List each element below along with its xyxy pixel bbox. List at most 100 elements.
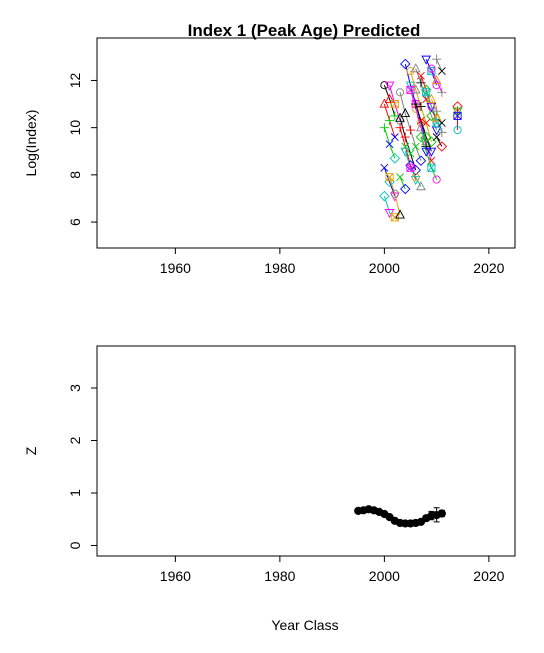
data-point bbox=[390, 100, 399, 109]
series-marks bbox=[379, 54, 463, 222]
series-path bbox=[420, 136, 438, 180]
data-point bbox=[400, 183, 411, 195]
data-point bbox=[452, 101, 463, 112]
series-line bbox=[432, 54, 446, 75]
plot-frame bbox=[96, 37, 516, 249]
data-point bbox=[400, 107, 411, 118]
data-point bbox=[385, 173, 394, 182]
y-axis-label: Log(Index) bbox=[23, 110, 39, 177]
data-point bbox=[436, 141, 448, 152]
data-point bbox=[426, 136, 437, 148]
data-point bbox=[416, 78, 426, 88]
data-point bbox=[427, 163, 436, 172]
data-point bbox=[432, 54, 442, 64]
data-point bbox=[379, 123, 389, 133]
z-panel: Z Year Class 1960 1980 2000 2020 0 1 2 3 bbox=[23, 345, 516, 633]
series-path bbox=[436, 59, 443, 72]
data-point bbox=[410, 164, 421, 176]
x-axis: 1960 1980 2000 2020 bbox=[160, 248, 505, 276]
data-point bbox=[437, 87, 447, 97]
data-point bbox=[406, 85, 415, 94]
series-line bbox=[384, 81, 405, 125]
data-point bbox=[380, 163, 389, 172]
x-tick-label: 1980 bbox=[264, 568, 295, 584]
data-point bbox=[384, 93, 395, 103]
data-point bbox=[417, 116, 425, 125]
y-tick-label: 2 bbox=[67, 436, 83, 444]
data-point bbox=[400, 147, 411, 157]
series-line bbox=[406, 66, 437, 148]
y-tick-label: 6 bbox=[67, 218, 83, 226]
data-point bbox=[410, 63, 421, 73]
series-line bbox=[432, 133, 448, 152]
data-point bbox=[380, 81, 389, 90]
data-point bbox=[421, 147, 432, 157]
series-line bbox=[400, 147, 426, 191]
data-point bbox=[426, 102, 437, 112]
series-marks bbox=[354, 505, 446, 528]
data-point bbox=[437, 509, 446, 518]
data-point bbox=[385, 140, 394, 149]
series-line bbox=[380, 163, 400, 202]
data-point bbox=[406, 163, 415, 172]
series-line bbox=[380, 81, 400, 121]
data-point bbox=[427, 163, 436, 172]
series-path bbox=[383, 85, 396, 117]
data-point bbox=[427, 64, 436, 73]
data-point bbox=[390, 189, 399, 198]
data-point bbox=[453, 125, 462, 135]
data-point bbox=[385, 115, 395, 126]
series-path bbox=[399, 177, 406, 190]
data-point bbox=[432, 106, 442, 116]
data-point bbox=[395, 112, 405, 122]
y-tick-label: 8 bbox=[67, 171, 83, 179]
series-line bbox=[452, 101, 463, 135]
data-point bbox=[422, 88, 431, 97]
x-tick-label: 2000 bbox=[369, 260, 400, 276]
chart-title: Index 1 (Peak Age) Predicted bbox=[188, 21, 421, 40]
data-point bbox=[390, 133, 399, 142]
data-point bbox=[427, 66, 436, 76]
index-panel: Index 1 (Peak Age) Predicted Log(Index) … bbox=[23, 21, 516, 276]
series-path bbox=[415, 103, 432, 152]
data-point bbox=[411, 173, 420, 182]
data-point bbox=[432, 175, 441, 184]
y-tick-label: 1 bbox=[67, 489, 83, 497]
data-point bbox=[384, 81, 395, 91]
data-point bbox=[390, 111, 400, 121]
data-point bbox=[426, 93, 437, 103]
y-tick-label: 12 bbox=[67, 72, 83, 88]
data-point bbox=[437, 127, 447, 137]
data-point bbox=[395, 123, 405, 133]
series-line bbox=[379, 123, 401, 164]
series-line bbox=[385, 173, 405, 219]
data-point bbox=[437, 119, 446, 127]
data-point bbox=[410, 84, 421, 94]
data-point bbox=[422, 88, 431, 97]
data-point bbox=[422, 119, 431, 127]
plot-frame bbox=[96, 345, 516, 557]
data-point bbox=[385, 173, 394, 182]
data-point bbox=[411, 99, 421, 109]
series-line bbox=[395, 88, 427, 166]
data-point bbox=[406, 163, 415, 172]
data-point bbox=[379, 190, 390, 202]
series-line bbox=[426, 93, 446, 127]
data-point bbox=[406, 66, 415, 76]
data-point bbox=[431, 112, 442, 122]
x-tick-label: 1960 bbox=[160, 568, 191, 584]
series-line bbox=[395, 123, 421, 186]
data-point bbox=[390, 213, 399, 222]
x-tick-label: 2020 bbox=[473, 260, 504, 276]
data-point bbox=[431, 74, 442, 85]
x-tick-label: 2020 bbox=[473, 568, 504, 584]
data-point bbox=[417, 71, 425, 80]
x-tick-label: 1960 bbox=[160, 260, 191, 276]
data-point bbox=[427, 156, 436, 165]
data-point bbox=[395, 209, 405, 219]
data-point bbox=[395, 88, 405, 97]
series-path bbox=[389, 177, 401, 216]
series-line bbox=[396, 173, 411, 195]
data-point bbox=[415, 131, 427, 143]
